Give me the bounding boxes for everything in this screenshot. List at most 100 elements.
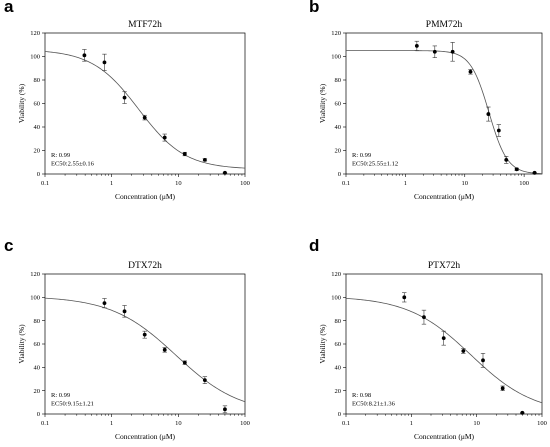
chart-title: MTF72h bbox=[128, 20, 162, 30]
y-tick-label: 40 bbox=[34, 124, 41, 131]
chart-title: PMM72h bbox=[426, 20, 463, 30]
x-axis-label: Concentration (μM) bbox=[414, 192, 475, 201]
y-axis-label: Viability (%) bbox=[318, 324, 327, 364]
x-tick-label: 0.1 bbox=[41, 420, 49, 427]
data-point bbox=[468, 69, 473, 75]
x-tick-label: 0.1 bbox=[342, 420, 350, 427]
data-marker bbox=[532, 170, 537, 175]
data-point bbox=[142, 330, 147, 339]
y-tick-label: 120 bbox=[30, 271, 40, 278]
y-axis-label: Viability (%) bbox=[17, 83, 26, 123]
panel-letter: d bbox=[309, 236, 319, 255]
data-marker bbox=[122, 95, 127, 100]
r-annotation: R: 0.99 bbox=[51, 152, 70, 159]
data-point bbox=[450, 42, 455, 62]
r-annotation: R: 0.98 bbox=[352, 392, 371, 399]
data-marker bbox=[223, 170, 227, 175]
ec50-annotation: EC50:25.55±1.12 bbox=[352, 161, 398, 168]
y-tick-label: 20 bbox=[34, 388, 41, 395]
y-tick-label: 80 bbox=[335, 318, 342, 325]
y-tick-label: 40 bbox=[335, 365, 342, 372]
y-tick-label: 80 bbox=[34, 318, 41, 325]
r-annotation: R: 0.99 bbox=[51, 392, 70, 399]
data-point bbox=[162, 133, 167, 142]
x-tick-label: 100 bbox=[240, 180, 250, 187]
data-point bbox=[202, 158, 208, 162]
data-point bbox=[480, 353, 486, 368]
y-tick-label: 100 bbox=[331, 295, 341, 302]
data-point bbox=[514, 167, 519, 172]
fit-curve bbox=[346, 50, 543, 175]
data-point bbox=[402, 292, 407, 303]
data-marker bbox=[500, 386, 505, 391]
data-marker bbox=[102, 60, 107, 65]
data-marker bbox=[468, 69, 473, 74]
x-axis-label: Concentration (μM) bbox=[115, 192, 176, 201]
data-point bbox=[504, 156, 509, 164]
ec50-annotation: EC50:8.21±1.36 bbox=[352, 401, 396, 408]
panel-c: c DTX72h 0 20 40 60 80 100 120 0.1 1 10 100 Concentra… bbox=[4, 236, 250, 441]
y-tick-label: 40 bbox=[34, 365, 41, 372]
y-tick-label: 80 bbox=[335, 77, 342, 84]
plot-frame bbox=[44, 32, 246, 175]
y-tick-label: 20 bbox=[335, 148, 342, 155]
data-point bbox=[202, 376, 208, 384]
y-tick-label: 0 bbox=[37, 411, 40, 418]
data-point bbox=[532, 170, 537, 175]
x-tick-label: 10 bbox=[473, 420, 480, 427]
x-tick-label: 10 bbox=[175, 420, 182, 427]
data-marker bbox=[481, 358, 485, 363]
x-tick-label: 1 bbox=[410, 420, 413, 427]
data-marker bbox=[441, 336, 446, 341]
y-tick-label: 80 bbox=[34, 77, 41, 84]
y-tick-label: 0 bbox=[37, 171, 40, 178]
data-point bbox=[520, 410, 525, 415]
y-axis-label: Viability (%) bbox=[17, 324, 26, 364]
data-marker bbox=[102, 301, 107, 306]
x-tick-label: 100 bbox=[537, 420, 547, 427]
r-annotation: R: 0.99 bbox=[352, 152, 371, 159]
data-marker bbox=[82, 53, 87, 58]
chart-title: DTX72h bbox=[128, 261, 162, 271]
data-marker bbox=[504, 158, 509, 162]
data-point bbox=[421, 309, 427, 325]
panel-a: a MTF72h 0 20 40 60 80 100 120 0.1 1 10 100 Concentra… bbox=[4, 0, 250, 201]
data-marker bbox=[514, 167, 519, 172]
y-tick-label: 100 bbox=[30, 54, 40, 61]
x-tick-label: 1 bbox=[404, 180, 407, 187]
ec50-annotation: EC50:9.15±1.21 bbox=[51, 401, 94, 408]
data-marker bbox=[162, 347, 167, 352]
y-tick-label: 120 bbox=[331, 30, 341, 37]
data-point bbox=[122, 91, 127, 104]
data-marker bbox=[402, 295, 407, 300]
data-marker bbox=[496, 128, 501, 133]
y-tick-label: 40 bbox=[335, 124, 342, 131]
x-tick-label: 100 bbox=[519, 180, 529, 187]
plot-frame bbox=[345, 32, 543, 175]
y-tick-label: 60 bbox=[335, 341, 342, 348]
data-point bbox=[496, 124, 502, 137]
data-marker bbox=[461, 349, 466, 353]
data-point bbox=[182, 360, 187, 365]
y-tick-label: 60 bbox=[335, 101, 342, 108]
x-tick-label: 1 bbox=[110, 180, 113, 187]
data-point bbox=[222, 170, 228, 175]
data-point bbox=[102, 298, 107, 309]
data-marker bbox=[520, 410, 525, 415]
data-marker bbox=[202, 378, 207, 383]
data-point bbox=[500, 385, 505, 391]
data-point bbox=[461, 348, 466, 354]
data-point bbox=[142, 114, 147, 121]
data-marker bbox=[486, 112, 491, 116]
x-tick-label: 0.1 bbox=[41, 180, 49, 187]
data-point bbox=[222, 405, 228, 414]
ec50-annotation: EC50:2.55±0.16 bbox=[51, 161, 95, 168]
x-axis-label: Concentration (μM) bbox=[414, 432, 475, 441]
y-tick-label: 0 bbox=[338, 411, 341, 418]
data-marker bbox=[162, 135, 167, 140]
data-point bbox=[414, 40, 420, 51]
y-tick-label: 60 bbox=[34, 341, 41, 348]
fit-curve bbox=[44, 297, 246, 403]
data-point bbox=[182, 151, 187, 157]
